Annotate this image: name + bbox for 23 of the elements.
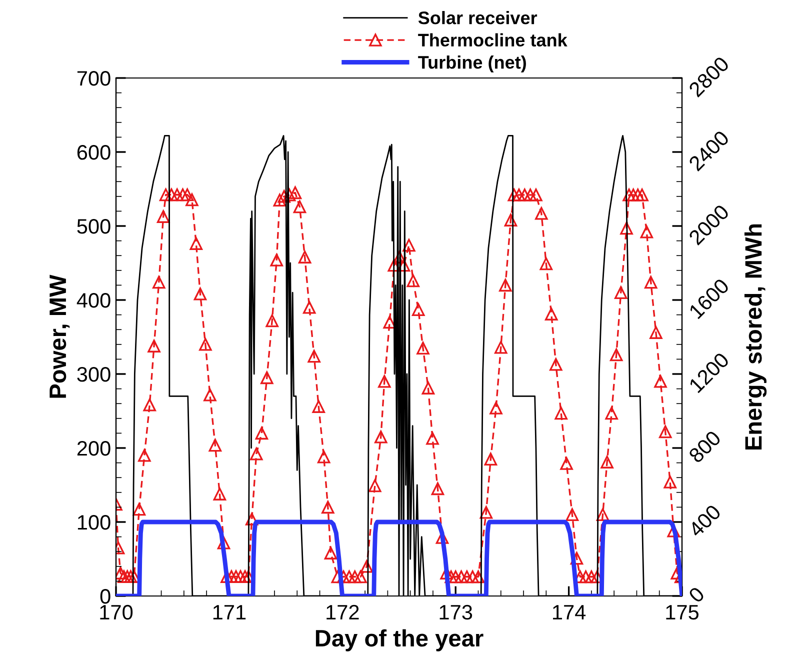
x-tick-label: 173 xyxy=(440,604,472,620)
x-tick-label: 174 xyxy=(553,605,586,620)
y2-tick-label: 400 xyxy=(688,504,722,538)
y-tick-label: 300 xyxy=(77,367,110,382)
legend-label: Thermocline tank xyxy=(418,33,568,47)
y2-tick-label: 0 xyxy=(688,586,706,604)
y-tick-label: 400 xyxy=(76,293,110,308)
y2-tick-label: 800 xyxy=(688,430,722,464)
y-tick-label: 500 xyxy=(77,219,110,234)
x-tick-label: 171 xyxy=(213,605,246,620)
legend-label: Solar receiver xyxy=(418,11,538,24)
y-axis-title: Power, MW xyxy=(50,274,70,398)
y-tick-label: 200 xyxy=(77,441,110,456)
x-tick-label: 172 xyxy=(326,604,359,620)
y-tick-label: 600 xyxy=(77,145,110,160)
y-tick-label: 100 xyxy=(78,515,110,530)
y2-axis-title: Energy stored, MWh xyxy=(744,224,767,450)
x-tick-label: 170 xyxy=(100,604,133,620)
x-axis-title: Day of the year xyxy=(316,629,484,652)
legend-label: Turbine (net) xyxy=(418,56,526,72)
x-tick-label: 175 xyxy=(666,605,699,620)
y-tick-label: 700 xyxy=(77,71,110,86)
y-tick-label: 0 xyxy=(100,589,110,604)
